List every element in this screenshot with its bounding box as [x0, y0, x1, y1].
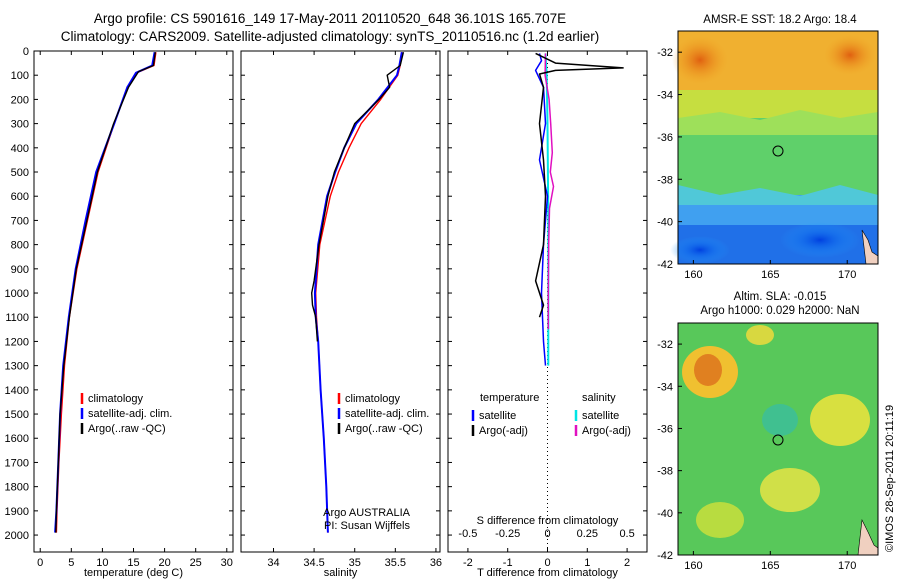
- diff-xtick-label: -2: [463, 557, 473, 569]
- salinity-panel-frame: [240, 50, 441, 553]
- diff-top-xlabel: S difference from climatology: [477, 515, 619, 527]
- depth-tick-label: 800: [11, 240, 29, 252]
- diff-legend-label: Argo(-adj): [582, 425, 631, 437]
- depth-tick-label: 200: [11, 94, 29, 106]
- sst-map: [670, 30, 879, 265]
- temp-xtick-label: 30: [221, 557, 233, 569]
- sst-map-xtick-label: 165: [761, 269, 779, 281]
- temp-legend-label: Argo(..raw -QC): [88, 423, 166, 435]
- sst-map-xtick-label: 170: [838, 269, 856, 281]
- diff-series-1: [534, 52, 624, 318]
- depth-tick-label: 700: [11, 215, 29, 227]
- depth-tick-label: 1500: [5, 409, 29, 421]
- temperature-panel-frame: [33, 50, 234, 553]
- sst-map-ytick-label: -32: [657, 47, 673, 59]
- diff-legend-header-salinity: salinity: [582, 392, 616, 404]
- diff-legend-label: Argo(-adj): [479, 425, 528, 437]
- sla-map-ytick-label: -38: [657, 466, 673, 478]
- diff-xtick-label: 2: [624, 557, 630, 569]
- salinity-annotation: Argo AUSTRALIA: [323, 507, 410, 519]
- sla-map-xtick-label: 165: [761, 560, 779, 572]
- plot-title-line1: Argo profile: CS 5901616_149 17-May-2011…: [93, 11, 567, 26]
- depth-tick-label: 1100: [5, 312, 29, 324]
- diff-legend-label: satellite: [582, 410, 619, 422]
- diff-xtick-label: 1: [584, 557, 590, 569]
- diff-legend-header-temperature: temperature: [480, 392, 539, 404]
- temp-xtick-label: 25: [190, 557, 202, 569]
- sla-map-title-line1: Altim. SLA: -0.015: [733, 291, 827, 303]
- temp-legend-label: climatology: [88, 393, 144, 405]
- sst-map-ytick-label: -38: [657, 174, 673, 186]
- diff-xtick-label: 0: [544, 557, 550, 569]
- sst-map-ytick-label: -36: [657, 132, 673, 144]
- depth-tick-label: 2000: [5, 530, 29, 542]
- sal-xtick-label: 34: [267, 557, 279, 569]
- sst-map-title: AMSR-E SST: 18.2 Argo: 18.4: [703, 14, 857, 26]
- temp-xtick-label: 0: [37, 557, 43, 569]
- diff-top-tick-label: 0.25: [577, 528, 598, 540]
- diff-top-tick-label: 0: [544, 528, 550, 540]
- sla-map-ytick-label: -42: [657, 550, 673, 562]
- sla-map-ytick-label: -34: [657, 381, 673, 393]
- sal-legend-label: climatology: [345, 393, 401, 405]
- sst-map-ytick-label: -42: [657, 259, 673, 271]
- sst-map-xtick-label: 160: [684, 269, 702, 281]
- temp-xtick-label: 20: [158, 557, 170, 569]
- sal-series-2: [311, 52, 405, 342]
- sal-xtick-label: 34.5: [303, 557, 324, 569]
- sal-legend-label: Argo(..raw -QC): [345, 423, 423, 435]
- depth-tick-label: 600: [11, 191, 29, 203]
- sal-xtick-label: 35.5: [385, 557, 406, 569]
- sla-map-ytick-label: -40: [657, 508, 673, 520]
- depth-tick-label: 1200: [5, 336, 29, 348]
- diff-top-tick-label: -0.25: [495, 528, 520, 540]
- temp-legend-label: satellite-adj. clim.: [88, 408, 172, 420]
- temp-xtick-label: 15: [127, 557, 139, 569]
- diff-xlabel: T difference from climatology: [477, 567, 618, 579]
- depth-tick-label: 500: [11, 167, 29, 179]
- depth-tick-label: 100: [11, 70, 29, 82]
- sla-map-title-line2: Argo h1000: 0.029 h2000: NaN: [700, 305, 860, 317]
- sla-map-ytick-label: -32: [657, 339, 673, 351]
- depth-tick-label: 900: [11, 264, 29, 276]
- sla-argo-location-marker: [772, 434, 784, 446]
- depth-tick-label: 1600: [5, 433, 29, 445]
- sla-map-ytick-label: -36: [657, 423, 673, 435]
- sal-legend-label: satellite-adj. clim.: [345, 408, 429, 420]
- temp-xtick-label: 5: [68, 557, 74, 569]
- depth-tick-label: 300: [11, 119, 29, 131]
- depth-tick-label: 1800: [5, 482, 29, 494]
- diff-legend-label: satellite: [479, 410, 516, 422]
- diff-top-tick-label: 0.5: [619, 528, 634, 540]
- sla-map-xtick-label: 170: [838, 560, 856, 572]
- diff-top-tick-label: -0.5: [458, 528, 477, 540]
- sal-xlabel: salinity: [324, 567, 358, 579]
- depth-tick-label: 1300: [5, 361, 29, 373]
- sst-map-ytick-label: -40: [657, 217, 673, 229]
- diff-xtick-label: -1: [503, 557, 513, 569]
- sst-map-ytick-label: -34: [657, 90, 673, 102]
- sal-series-1: [313, 52, 403, 533]
- depth-tick-label: 1400: [5, 385, 29, 397]
- depth-tick-label: 1700: [5, 457, 29, 469]
- depth-tick-label: 0: [23, 46, 29, 58]
- diff-series-3: [544, 53, 555, 330]
- sst-argo-location-marker: [772, 145, 784, 157]
- temp-xlabel: temperature (deg C): [84, 567, 183, 579]
- temp-series-2: [55, 52, 156, 533]
- sla-map-xtick-label: 160: [684, 560, 702, 572]
- depth-tick-label: 400: [11, 143, 29, 155]
- depth-tick-label: 1000: [5, 288, 29, 300]
- sal-xtick-label: 35: [349, 557, 361, 569]
- sla-map: [677, 322, 879, 556]
- imos-stamp: ©IMOS 28-Sep-2011 20:11:19: [884, 405, 896, 552]
- salinity-annotation: PI: Susan Wijffels: [324, 520, 410, 532]
- plot-title-line2: Climatology: CARS2009. Satellite-adjuste…: [60, 29, 600, 44]
- sal-xtick-label: 36: [430, 557, 442, 569]
- temp-xtick-label: 10: [96, 557, 108, 569]
- depth-tick-label: 1900: [5, 506, 29, 518]
